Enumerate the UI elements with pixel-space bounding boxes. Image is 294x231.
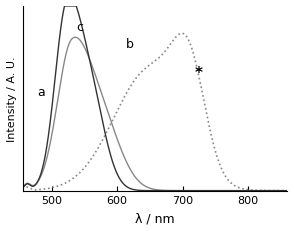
X-axis label: λ / nm: λ / nm — [135, 211, 175, 224]
Text: b: b — [126, 38, 134, 51]
Text: a: a — [38, 85, 45, 99]
Y-axis label: Intensity / A. U.: Intensity / A. U. — [7, 56, 17, 142]
Text: c: c — [76, 21, 83, 34]
Text: *: * — [194, 66, 202, 81]
